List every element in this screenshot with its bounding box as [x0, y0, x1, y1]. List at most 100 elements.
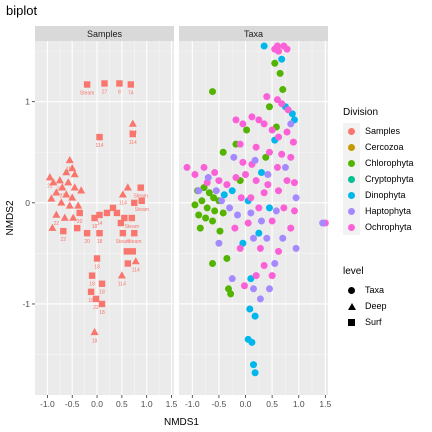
taxa-point [275, 187, 283, 195]
taxa-point [209, 88, 217, 96]
taxa-point [247, 275, 255, 283]
taxa-point [211, 168, 219, 176]
sample-point-surf [128, 214, 136, 222]
sample-point-surf [131, 199, 138, 207]
sample-label: 114 [66, 166, 74, 172]
taxa-point [256, 295, 264, 303]
legend-label: Haptophyta [365, 206, 412, 216]
sample-point-deep [48, 223, 57, 231]
taxa-point [228, 187, 236, 195]
taxa-point [200, 163, 208, 171]
sample-point-deep [68, 193, 77, 201]
taxa-point [268, 272, 276, 280]
legend-label: Deep [365, 301, 387, 311]
division-legend-item: Dinophyta [343, 187, 414, 203]
sample-point-surf [91, 214, 98, 222]
sample-label: 114 [129, 130, 137, 136]
taxa-point [278, 55, 286, 63]
taxa-point [260, 189, 268, 197]
sample-point-surf [137, 184, 144, 191]
circle-shape-icon [348, 286, 355, 294]
taxa-point [209, 217, 217, 225]
taxa-point [265, 285, 273, 293]
taxa-point [265, 148, 273, 156]
sample-point-deep [65, 155, 74, 164]
taxa-point [250, 361, 257, 369]
taxa-point [257, 168, 265, 176]
sample-point-surf [96, 133, 103, 141]
taxa-point [223, 254, 231, 262]
taxa-point [183, 163, 191, 171]
sample-point-surf [96, 229, 103, 237]
taxa-point [284, 106, 292, 114]
triangle-shape-icon [347, 302, 356, 310]
sample-label: 14 [97, 221, 103, 227]
taxa-point [273, 163, 281, 171]
taxa-point [280, 204, 288, 212]
taxa-point [239, 120, 247, 128]
legend-swatch [348, 127, 355, 135]
taxa-point [248, 338, 256, 346]
sample-label: 18 [92, 224, 98, 230]
taxa-point [290, 207, 298, 215]
legend-label: Ochrophyta [365, 222, 412, 232]
sample-point-surf [98, 300, 106, 308]
taxa-point [262, 153, 270, 161]
sample-point-deep [52, 188, 61, 196]
sample-label: 18 [99, 310, 105, 316]
x-tick-label: 0.5 [116, 399, 128, 409]
division-legend-item: Cryptophyta [343, 171, 414, 187]
taxa-point [209, 260, 217, 268]
sample-point-surf [129, 248, 136, 255]
legend-label: Dinophyta [365, 190, 406, 200]
sample-label: 27 [102, 89, 108, 95]
taxa-point [240, 282, 248, 290]
sample-point-surf [121, 214, 128, 222]
level-legend-item: Taxa [343, 282, 387, 298]
legend-label: Surf [365, 317, 382, 327]
sample-label: 74 [128, 90, 134, 96]
panel-background [35, 41, 174, 395]
sample-point-deep [68, 164, 77, 172]
sample-point-deep [45, 173, 54, 181]
sample-point-deep [47, 194, 56, 202]
taxa-point [247, 194, 255, 202]
sample-label: 22 [93, 305, 99, 311]
taxa-point [232, 116, 240, 124]
legend-label: Chlorophyta [365, 158, 414, 168]
sample-point-surf [101, 80, 108, 87]
division-legend-item: Cercozoa [343, 139, 414, 155]
taxa-point [210, 194, 218, 202]
legend-label: Taxa [365, 285, 385, 295]
sample-label: 114 [118, 282, 126, 288]
taxa-point [265, 204, 273, 212]
x-tick-label: -0.5 [212, 399, 227, 409]
legend-label: Samples [365, 126, 401, 136]
x-tick-label: 1.0 [141, 399, 153, 409]
taxa-point [232, 174, 240, 182]
division-legend: Division Samples Cercozoa Chlorophyta Crypt… [343, 107, 414, 235]
taxa-point [283, 177, 291, 185]
sample-point-deep [128, 119, 137, 127]
sample-label: 114 [129, 140, 137, 146]
taxa-point [271, 59, 279, 67]
taxa-point [251, 369, 259, 377]
sample-point-surf [109, 204, 117, 212]
taxa-point [319, 219, 327, 227]
sample-point-surf [124, 260, 132, 267]
y-axis-label: NMDS2 [5, 200, 16, 235]
legend-key [343, 187, 360, 203]
sample-point-deep [123, 183, 132, 191]
sample-label: Steam [125, 224, 139, 230]
taxa-point [268, 217, 276, 225]
taxa-point [271, 260, 279, 268]
division-legend-item: Ochrophyta [343, 219, 414, 235]
sample-label: Steam [135, 207, 149, 213]
taxa-point [212, 187, 220, 195]
y-tick-label: 1 [25, 97, 30, 107]
sample-point-deep [118, 190, 127, 198]
taxa-point [191, 171, 199, 179]
sample-point-deep [58, 183, 67, 191]
sample-point-surf [73, 224, 81, 232]
